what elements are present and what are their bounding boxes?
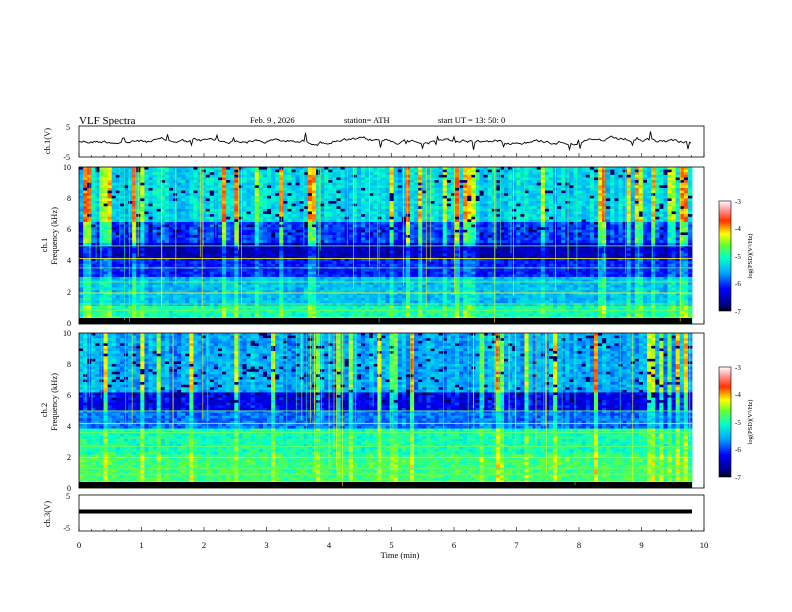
date-label: Feb. 9 , 2026 — [250, 115, 295, 125]
ch1-ytick-top: 5 — [66, 123, 70, 132]
ch3-ytick-top: 5 — [66, 492, 70, 501]
ch2-ytick-0: 0 — [67, 484, 71, 493]
x-axis-ticks — [78, 153, 705, 531]
ch3-ytick-bottom: -5 — [63, 524, 70, 533]
station-label: station= ATH — [344, 115, 390, 125]
ch1-waveform-trace — [78, 131, 692, 152]
ch2-ytick-4: 4 — [67, 422, 71, 431]
x-axis-label: Time (min) — [381, 550, 420, 560]
ch1-colorbar-label: log(PSD)(V²/Hz) — [747, 234, 754, 279]
ch1-ytick-4: 4 — [67, 256, 71, 265]
x-tick-2: 2 — [202, 540, 206, 550]
ch1-colorbar-tick-m6: -6 — [735, 280, 741, 288]
ch2-colorbar-tick-m6: -6 — [735, 446, 741, 454]
ch2-spectrogram-heatmap — [79, 333, 693, 489]
ch1-colorbar-tick-m3: -3 — [735, 198, 741, 206]
ch2-colorbar-tick-m5: -5 — [735, 419, 741, 427]
ch2-colorbar-tick-m4: -4 — [735, 391, 741, 399]
x-tick-8: 8 — [577, 540, 581, 550]
ch1-colorbar-tick-m5: -5 — [735, 253, 741, 261]
x-tick-3: 3 — [264, 540, 268, 550]
ch3-ylabel: ch.3(V) — [42, 501, 52, 527]
ch1-ytick-2: 2 — [67, 288, 71, 297]
ch2-ytick-10: 10 — [63, 329, 71, 338]
ch1-colorbar-tick-m4: -4 — [735, 225, 741, 233]
ch1-ytick-0: 0 — [67, 319, 71, 328]
ch2-spec-ylabel-frequency: Frequency (kHz) — [49, 373, 59, 431]
ch2-colorbar-tick-m3: -3 — [735, 364, 741, 372]
ch1-ylabel: ch.1(V) — [42, 128, 52, 154]
x-tick-9: 9 — [639, 540, 643, 550]
ch1-spectrogram-heatmap — [79, 167, 693, 325]
ch1-ytick-10: 10 — [63, 163, 71, 172]
ch1-colorbar-tick-m7: -7 — [735, 308, 741, 316]
ch2-ytick-2: 2 — [67, 453, 71, 462]
ch2-colorbar-label: log(PSD)(V²/Hz) — [747, 400, 754, 445]
figure-title: VLF Spectra — [79, 115, 136, 127]
ch1-colorbar: -3 -4 -5 -6 -7 log(PSD)(V²/Hz) — [718, 198, 754, 316]
ch2-ytick-8: 8 — [67, 360, 71, 369]
x-tick-7: 7 — [514, 540, 518, 550]
ch2-ytick-6: 6 — [67, 391, 71, 400]
start-time-label: start UT = 13: 50: 0 — [438, 115, 505, 125]
x-tick-10: 10 — [700, 540, 709, 550]
ch2-colorbar-gradient — [718, 366, 732, 478]
ch1-ytick-6: 6 — [67, 225, 71, 234]
x-tick-6: 6 — [452, 540, 456, 550]
x-tick-1: 1 — [139, 540, 143, 550]
x-tick-5: 5 — [389, 540, 393, 550]
ch2-colorbar-tick-m7: -7 — [735, 474, 741, 482]
ch1-colorbar-gradient — [718, 200, 732, 312]
x-tick-4: 4 — [327, 540, 332, 550]
ch1-ytick-8: 8 — [67, 194, 71, 203]
x-tick-0: 0 — [77, 540, 81, 550]
ch2-colorbar: -3 -4 -5 -6 -7 log(PSD)(V²/Hz) — [718, 364, 754, 482]
ch3-waveform-panel: 5 -5 ch.3(V) — [42, 492, 705, 533]
ch1-spec-ylabel-channel: ch.1 — [39, 238, 49, 252]
ch2-spec-ylabel-channel: ch.2 — [39, 403, 49, 417]
ch1-ytick-bottom: -5 — [63, 153, 70, 162]
ch1-spec-ylabel-frequency: Frequency (kHz) — [49, 207, 59, 265]
ch2-spectrogram-panel: 0 2 4 6 8 10 ch.2 Frequency (kHz) — [39, 329, 705, 493]
ch1-spectrogram-panel: 0 2 4 6 8 10 ch.1 Frequency (kHz) — [39, 163, 705, 328]
